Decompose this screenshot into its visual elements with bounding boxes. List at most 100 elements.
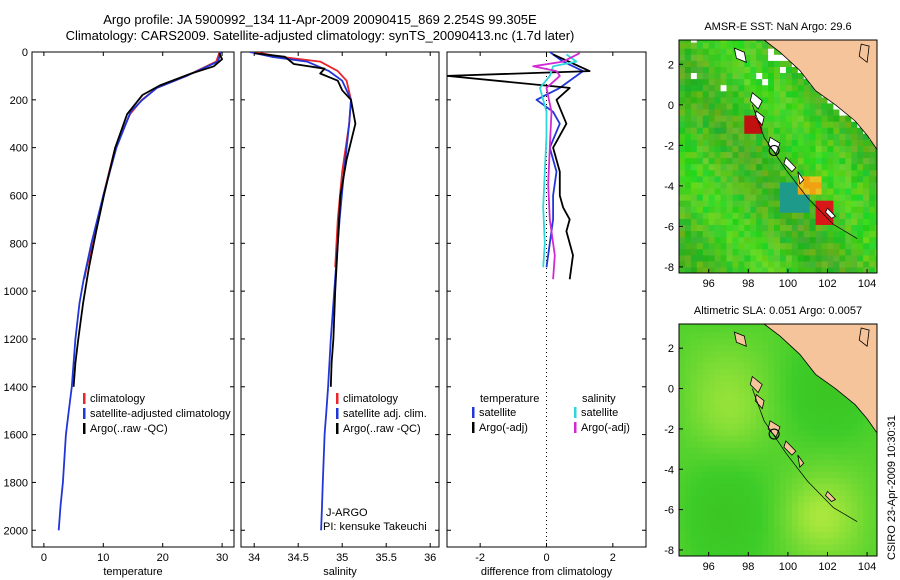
sst-map-grid-cell (708, 254, 716, 262)
sla-map-grid-cell (702, 374, 710, 382)
sst-map-grid-cell (708, 236, 716, 244)
sst-map-grid-cell (839, 212, 846, 219)
sst-map-grid-cell (875, 200, 877, 207)
sst-map-grid-cell (857, 260, 864, 268)
sla-map-grid-cell (744, 362, 751, 369)
sst-map-grid-cell (839, 266, 846, 273)
sla-map-grid-cell (815, 435, 823, 442)
sst-map-grid-cell (863, 242, 870, 250)
sst-map-grid-cell (762, 121, 769, 128)
sla-map-grid-cell (720, 477, 728, 484)
sst-map-grid-cell (720, 84, 728, 92)
sla-map-grid-cell (839, 531, 846, 539)
sla-map-grid-cell (851, 410, 858, 418)
sst-map-grid-cell (869, 194, 876, 201)
sst-map-grid-cell (714, 175, 722, 183)
sla-map-grid-cell (768, 501, 775, 509)
sla-map-grid-cell (762, 513, 769, 521)
sla-map-grid-cell (690, 435, 698, 442)
sla-map-grid-cell (702, 324, 710, 327)
sst-map-grid-cell (744, 40, 751, 43)
sst-map-grid-cell (821, 139, 829, 146)
sla-map-grid-cell (684, 465, 692, 472)
sst-map-grid-cell (679, 102, 686, 110)
sla-map-grid-cell (702, 513, 710, 521)
sst-map-grid-cell (803, 145, 811, 153)
sst-map-grid-cell (780, 224, 787, 232)
sst-map-grid-cell (803, 121, 811, 128)
sst-map-grid-cell (827, 194, 834, 201)
sla-map-grid-cell (768, 386, 775, 394)
sst-map-grid-cell (774, 254, 781, 262)
sst-map-grid-cell (780, 96, 787, 104)
sla-map-grid-cell (791, 459, 799, 466)
sst-map-grid-cell (702, 224, 710, 232)
sla-map-grid-cell (875, 507, 877, 515)
sst-map-grid-cell (756, 84, 763, 92)
sla-map-grid-cell (809, 477, 817, 484)
sla-map-grid-cell (768, 441, 775, 448)
sla-map-grid-cell (809, 543, 817, 551)
sst-map-grid-cell (732, 108, 739, 116)
sla-map-grid-cell (702, 380, 710, 388)
sst-map-grid-cell (821, 96, 829, 104)
sla-map-grid-cell (851, 416, 858, 424)
sla-map-grid-cell (815, 501, 823, 509)
sst-map-grid-cell (708, 72, 716, 80)
sst-map-grid-cell (756, 127, 763, 134)
sst-map-grid-cell (821, 248, 829, 256)
sst-map-grid-cell (827, 163, 834, 171)
sla-map-grid-cell (732, 344, 739, 351)
sst-map-grid-cell (785, 212, 793, 219)
sla-map-grid-cell (708, 326, 716, 333)
sst-map-grid-cell (768, 96, 775, 104)
sst-map-grid-cell (750, 260, 757, 268)
sla-map-grid-cell (732, 459, 739, 466)
sla-map-grid-cell (780, 380, 787, 388)
sla-map-grid-cell (732, 368, 739, 376)
sst-map-grid-cell (702, 54, 710, 61)
sla-map-grid-cell (714, 422, 722, 430)
sla-map-grid-cell (744, 483, 751, 491)
sla-map-grid-cell (780, 525, 787, 533)
sla-map-grid-cell (750, 489, 757, 497)
sla-map-grid-cell (762, 477, 769, 484)
sla-map-grid-cell (815, 543, 823, 551)
sst-map-grid-cell (726, 218, 733, 225)
sst-map-grid-cell (696, 90, 704, 98)
sla-map-grid-cell (732, 338, 739, 345)
sla-map-grid-cell (720, 507, 728, 515)
sst-map-grid-cell (708, 266, 716, 273)
sst-map-grid-cell (851, 127, 858, 134)
sla-map-grid-cell (702, 350, 710, 357)
sla-map-grid-cell (780, 410, 787, 418)
sst-map-grid-cell (750, 248, 757, 256)
sla-map-grid-cell (750, 453, 757, 460)
title-line-2: Climatology: CARS2009. Satellite-adjuste… (65, 28, 575, 43)
sst-map-grid-cell (690, 121, 698, 128)
sst-map-grid-cell (768, 78, 775, 86)
sla-map-grid-cell (774, 519, 781, 527)
sla-map-grid-cell (714, 344, 722, 351)
sst-map-grid-cell (809, 187, 817, 195)
sst-map-grid-cell (827, 145, 834, 153)
sst-map-grid-cell (750, 175, 757, 183)
sla-map-grid-cell (690, 549, 698, 556)
sst-map-grid-cell (791, 224, 799, 232)
sla-map-grid-cell (791, 398, 799, 406)
sst-map-grid-cell (684, 169, 692, 177)
sst-map-grid-cell (732, 139, 739, 146)
sst-map-grid-cell (869, 266, 876, 273)
sst-map-grid-cell (785, 266, 793, 273)
sst-map-grid-cell (690, 66, 698, 73)
sst-map-grid-cell (851, 157, 858, 165)
sst-map-grid-cell (744, 169, 751, 177)
sst-map-grid-cell (684, 60, 692, 67)
sla-map-grid-cell (827, 459, 834, 466)
sst-map-grid-cell (744, 60, 751, 67)
sla-map-grid-cell (756, 374, 763, 382)
sst-map-grid-cell (821, 127, 829, 134)
sla-map-grid-cell (738, 543, 745, 551)
sla-map-grid-cell (821, 477, 829, 484)
sst-map-grid-cell (774, 242, 781, 250)
